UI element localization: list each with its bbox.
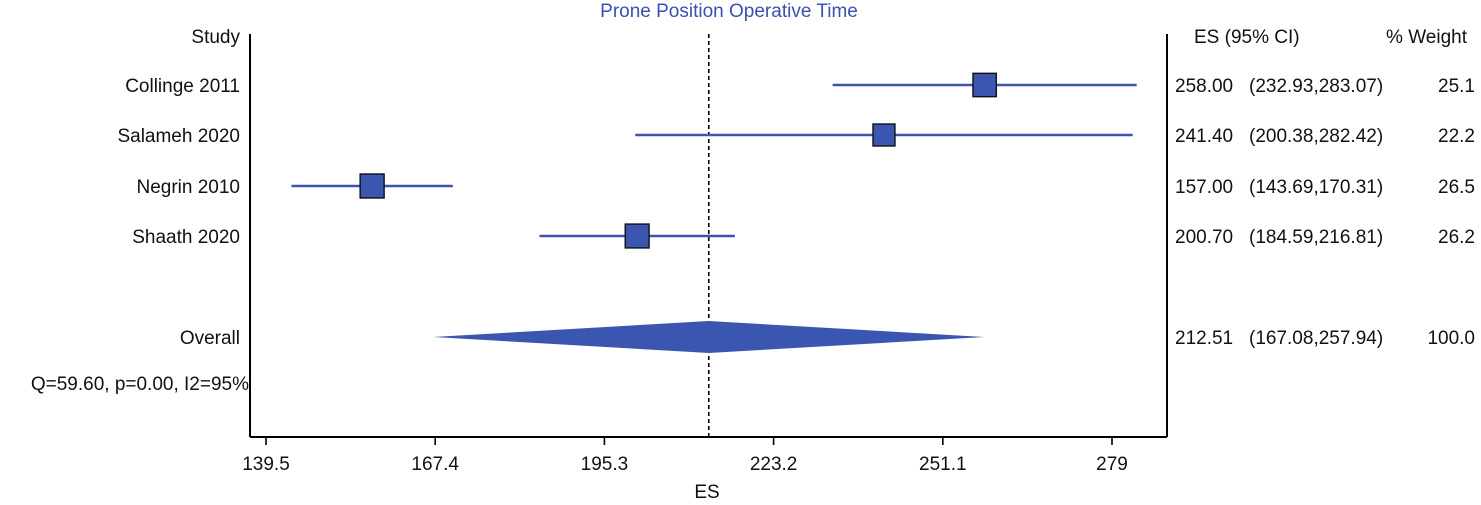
x-axis-label: ES xyxy=(694,482,719,503)
study-name: Collinge 2011 xyxy=(125,76,240,97)
study-name: Negrin 2010 xyxy=(136,177,240,198)
study-name: Shaath 2020 xyxy=(132,227,240,248)
study-row: Collinge 2011 258.00 (232.93,283.07) 25.1 xyxy=(125,72,1475,98)
overall-es-value: 212.51 xyxy=(1175,328,1233,349)
weight-value: 25.1 xyxy=(1438,76,1475,97)
x-tick-label: 279 xyxy=(1096,454,1128,475)
es-ci-header: ES (95% CI) xyxy=(1194,27,1300,48)
study-row: Salameh 2020 241.40 (200.38,282.42) 22.2 xyxy=(117,123,1475,147)
x-tick-label: 139.5 xyxy=(242,454,290,475)
weight-header: % Weight xyxy=(1386,27,1468,48)
ci-value: (143.69,170.31) xyxy=(1249,177,1383,198)
overall-ci-value: (167.08,257.94) xyxy=(1249,328,1383,349)
ci-value: (200.38,282.42) xyxy=(1249,126,1383,147)
overall-weight-value: 100.0 xyxy=(1427,328,1475,349)
es-value: 200.70 xyxy=(1175,227,1233,248)
study-row: Shaath 2020 200.70 (184.59,216.81) 26.2 xyxy=(132,223,1475,249)
x-tick-label: 167.4 xyxy=(411,454,459,475)
study-row: Negrin 2010 157.00 (143.69,170.31) 26.5 xyxy=(136,173,1475,199)
overall-diamond xyxy=(433,321,985,353)
effect-size-marker xyxy=(359,173,385,199)
heterogeneity-stats: Q=59.60, p=0.00, I2=95% xyxy=(31,374,249,395)
effect-size-marker xyxy=(624,223,650,249)
effect-size-marker xyxy=(872,123,896,147)
ci-value: (184.59,216.81) xyxy=(1249,227,1383,248)
es-value: 157.00 xyxy=(1175,177,1233,198)
x-axis-ticks: 139.5 167.4 195.3 223.2 251.1 279 xyxy=(242,437,1128,475)
chart-title: Prone Position Operative Time xyxy=(600,1,858,22)
weight-value: 22.2 xyxy=(1438,126,1475,147)
weight-value: 26.5 xyxy=(1438,177,1475,198)
weight-value: 26.2 xyxy=(1438,227,1475,248)
study-rows: Collinge 2011 258.00 (232.93,283.07) 25.1 Sa… xyxy=(117,72,1475,249)
study-name: Salameh 2020 xyxy=(117,126,240,147)
x-tick-label: 195.3 xyxy=(581,454,629,475)
x-tick-label: 251.1 xyxy=(919,454,967,475)
overall-label: Overall xyxy=(180,328,240,349)
study-header: Study xyxy=(191,27,240,48)
es-value: 241.40 xyxy=(1175,126,1233,147)
ci-value: (232.93,283.07) xyxy=(1249,76,1383,97)
x-tick-label: 223.2 xyxy=(750,454,798,475)
effect-size-marker xyxy=(972,72,998,98)
overall-row: Overall 212.51 (167.08,257.94) 100.0 xyxy=(180,321,1475,353)
es-value: 258.00 xyxy=(1175,76,1233,97)
